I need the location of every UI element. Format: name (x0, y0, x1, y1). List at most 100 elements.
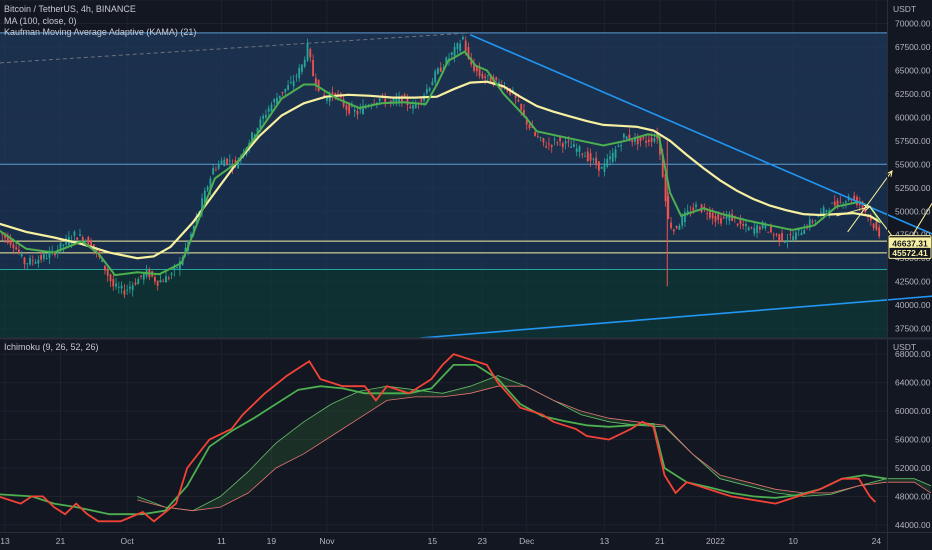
candle-body[interactable] (126, 289, 129, 291)
candle-body[interactable] (456, 43, 459, 49)
candle-body[interactable] (184, 247, 187, 253)
candle-body[interactable] (745, 224, 747, 227)
candle-body[interactable] (237, 161, 240, 169)
candle-body[interactable] (467, 46, 470, 60)
candle-body[interactable] (109, 274, 112, 282)
candle-body[interactable] (18, 249, 20, 254)
candle-body[interactable] (87, 236, 90, 245)
candle-body[interactable] (312, 59, 314, 76)
candle-body[interactable] (425, 89, 428, 94)
candle-body[interactable] (48, 252, 51, 258)
candle-body[interactable] (442, 67, 445, 69)
candle-body[interactable] (439, 67, 442, 72)
candle-body[interactable] (800, 232, 803, 236)
candle-body[interactable] (825, 210, 828, 212)
candle-body[interactable] (570, 146, 573, 148)
candle-body[interactable] (84, 240, 87, 242)
candle-body[interactable] (808, 219, 811, 228)
candle-body[interactable] (628, 134, 631, 141)
candle-body[interactable] (792, 236, 795, 242)
candle-body[interactable] (878, 227, 881, 237)
candle-body[interactable] (356, 110, 359, 115)
candle-body[interactable] (295, 75, 298, 77)
candle-body[interactable] (215, 169, 217, 171)
candle-body[interactable] (154, 277, 156, 282)
candle-body[interactable] (473, 63, 475, 71)
candle-body[interactable] (65, 238, 67, 245)
candle-body[interactable] (678, 225, 681, 230)
candle-body[interactable] (398, 96, 400, 102)
candle-body[interactable] (12, 244, 15, 248)
kama-line[interactable] (0, 50, 882, 277)
candle-body[interactable] (117, 286, 120, 288)
candle-body[interactable] (675, 226, 678, 229)
candle-body[interactable] (786, 240, 789, 243)
candle-body[interactable] (795, 232, 797, 240)
candle-body[interactable] (51, 250, 54, 252)
candle-body[interactable] (609, 156, 611, 160)
candle-body[interactable] (578, 146, 581, 152)
candle-body[interactable] (79, 234, 81, 236)
candle-body[interactable] (314, 78, 317, 86)
candle-body[interactable] (31, 260, 34, 262)
candle-body[interactable] (276, 97, 278, 105)
kama-legend[interactable]: Kaufman Moving Average Adaptive (KAMA) (… (4, 27, 197, 37)
candle-body[interactable] (464, 40, 467, 52)
candle-body[interactable] (428, 87, 431, 91)
ichimoku-cloud[interactable] (137, 375, 931, 511)
candle-body[interactable] (62, 244, 65, 246)
dashed-trendline[interactable] (0, 32, 471, 64)
candle-body[interactable] (306, 42, 309, 61)
candle-body[interactable] (739, 218, 742, 225)
candle-body[interactable] (156, 280, 159, 286)
candle-body[interactable] (653, 138, 656, 142)
candle-body[interactable] (76, 237, 79, 240)
ichimoku-pane[interactable] (0, 353, 932, 523)
candle-body[interactable] (484, 76, 487, 79)
candle-body[interactable] (342, 99, 345, 107)
candle-body[interactable] (434, 71, 437, 83)
candle-body[interactable] (378, 98, 381, 102)
candle-body[interactable] (720, 218, 722, 224)
candle-body[interactable] (747, 227, 750, 231)
candle-body[interactable] (622, 133, 625, 138)
ma-legend[interactable]: MA (100, close, 0) (4, 15, 77, 26)
candle-body[interactable] (9, 237, 12, 245)
candle-body[interactable] (459, 43, 462, 51)
candle-body[interactable] (864, 206, 867, 213)
candle-body[interactable] (853, 195, 856, 200)
ichimoku-legend[interactable]: Ichimoku (9, 26, 52, 26) (4, 342, 99, 352)
candle-body[interactable] (326, 97, 328, 101)
candle-body[interactable] (811, 221, 814, 223)
candle-body[interactable] (714, 216, 717, 222)
candle-body[interactable] (162, 281, 165, 283)
candle-body[interactable] (351, 106, 353, 108)
candle-body[interactable] (95, 249, 98, 252)
candle-body[interactable] (756, 224, 758, 233)
candle-body[interactable] (536, 136, 539, 138)
candle-body[interactable] (869, 217, 872, 221)
candle-body[interactable] (134, 282, 137, 285)
candle-body[interactable] (761, 221, 764, 229)
ma-line[interactable] (0, 80, 882, 260)
candle-body[interactable] (59, 242, 62, 251)
candle-body[interactable] (742, 224, 745, 226)
candle-body[interactable] (256, 128, 259, 135)
candle-body[interactable] (462, 36, 464, 40)
candle-body[interactable] (54, 253, 56, 256)
candle-body[interactable] (534, 132, 536, 136)
candle-body[interactable] (647, 139, 650, 142)
candle-body[interactable] (309, 49, 312, 58)
candle-body[interactable] (584, 156, 586, 158)
candle-body[interactable] (772, 234, 775, 236)
candle-body[interactable] (573, 144, 575, 148)
candle-body[interactable] (550, 144, 553, 147)
candle-body[interactable] (603, 163, 606, 172)
candle-body[interactable] (581, 153, 584, 155)
candle-body[interactable] (736, 223, 739, 226)
candle-body[interactable] (489, 74, 492, 83)
candle-body[interactable] (545, 146, 548, 148)
candle-body[interactable] (781, 233, 783, 242)
candle-body[interactable] (298, 67, 301, 78)
candle-body[interactable] (517, 99, 520, 102)
